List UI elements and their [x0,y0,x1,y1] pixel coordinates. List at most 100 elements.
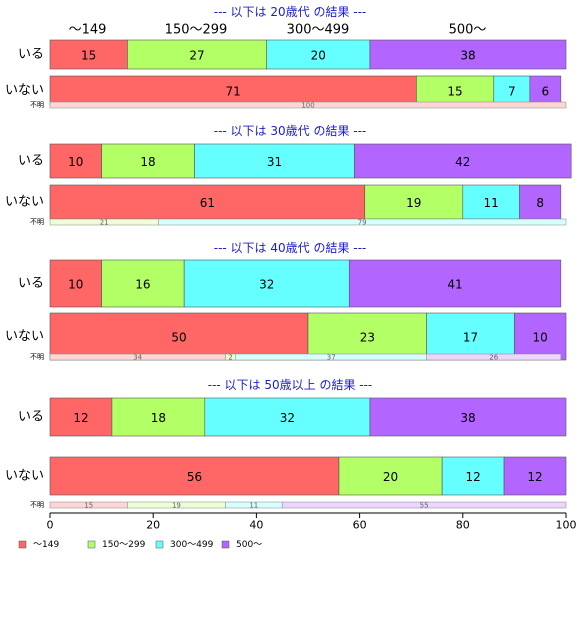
bar-value-label: 12 [73,411,88,425]
category-header-label: 150～299 [165,23,228,38]
legend-label: 150～299 [102,540,146,550]
bar-segment [49,39,128,70]
bar-segment [348,259,562,308]
bar-segment [503,456,567,496]
legend-label: 300～499 [170,540,214,550]
bar-value-label: 18 [151,411,166,425]
row-label-unknown: 不明 [30,218,44,226]
row-label-unknown: 不明 [30,353,44,361]
bar-segment [266,39,371,70]
bar-value-label: 17 [463,331,478,345]
bar-value-label: 19 [406,196,421,210]
bar-value-label: 42 [455,155,470,169]
bar-value-label: 32 [259,278,274,292]
bar-segment [441,456,505,496]
bar-segment [369,39,567,70]
unknown-value-label: 15 [84,502,93,510]
unknown-value-label: 19 [172,502,181,510]
bar-value-label: 18 [140,155,155,169]
bar-segment [354,143,572,179]
category-header-label: 500～ [449,23,487,38]
bar-value-label: 8 [536,196,544,210]
x-tick-label: 20 [146,519,160,532]
bar-value-label: 10 [533,331,548,345]
bar-segment [49,312,309,361]
row-label: いる [18,410,44,425]
bar-segment [514,312,567,361]
bar-value-label: 38 [460,49,475,63]
bar-value-label: 11 [484,196,499,210]
unknown-value-label: 100 [301,102,314,110]
legend-label: ～149 [33,540,59,550]
row-label: いない [5,469,44,484]
bar-segment [204,397,371,437]
legend-swatch [221,540,230,549]
category-header-label: 300～499 [287,23,350,38]
x-tick-label: 60 [353,519,367,532]
bar-segment [49,259,102,308]
unknown-value-label: 55 [420,502,429,510]
bar-value-label: 20 [311,49,326,63]
bar-segment [49,456,340,496]
bar-segment [529,75,562,106]
x-tick-label: 40 [249,519,263,532]
bar-segment [101,259,185,308]
row-label-unknown: 不明 [30,101,44,109]
x-tick-label: 100 [556,519,577,532]
bar-segment [426,312,515,361]
unknown-value-label: 2 [228,354,232,362]
group-title: --- 以下は 30歳代 の結果 --- [214,124,367,138]
bar-value-label: 50 [171,331,186,345]
legend-swatch [155,540,164,549]
row-label: いる [18,47,44,62]
bar-value-label: 10 [68,278,83,292]
bar-segment [416,75,495,106]
bar-value-label: 7 [508,85,516,99]
group-title: --- 以下は 40歳代 の結果 --- [214,241,367,255]
bar-value-label: 32 [280,411,295,425]
bar-value-label: 15 [81,49,96,63]
bar-value-label: 16 [135,278,150,292]
unknown-value-label: 34 [133,354,142,362]
bar-segment [183,259,350,308]
unknown-segment [49,101,567,109]
unknown-segment [426,353,562,361]
legend-swatch [18,540,27,549]
legend-swatch [87,540,96,549]
unknown-value-label: 26 [489,354,498,362]
group-title: --- 以下は 50歳以上 の結果 --- [208,378,373,392]
bar-value-label: 6 [542,85,550,99]
bar-segment [194,143,355,179]
bar-value-label: 12 [465,470,480,484]
unknown-value-label: 21 [100,219,109,227]
row-label: いない [5,195,44,210]
row-label: いる [18,276,44,291]
x-tick-label: 80 [456,519,470,532]
bar-value-label: 61 [200,196,215,210]
bar-segment [307,312,427,361]
bar-segment [49,75,417,106]
bar-value-label: 56 [187,470,202,484]
group-title: --- 以下は 20歳代 の結果 --- [214,5,367,19]
bar-segment [49,143,102,179]
x-tick-label: 0 [47,519,54,532]
bar-value-label: 71 [226,85,241,99]
unknown-segment [158,218,567,226]
unknown-value-label: 11 [249,502,258,510]
bar-value-label: 12 [527,470,542,484]
bar-value-label: 31 [267,155,282,169]
row-label-unknown: 不明 [30,501,44,509]
unknown-value-label: 79 [358,219,367,227]
bar-segment [101,143,195,179]
bar-segment [127,39,268,70]
bar-value-label: 15 [447,85,462,99]
legend-label: 500～ [236,540,262,550]
bar-segment [369,397,567,437]
row-label: いない [5,83,44,98]
bar-value-label: 38 [460,411,475,425]
row-label: いない [5,329,44,344]
bar-segment [519,184,562,220]
row-label: いる [18,154,44,169]
unknown-value-label: 37 [327,354,336,362]
